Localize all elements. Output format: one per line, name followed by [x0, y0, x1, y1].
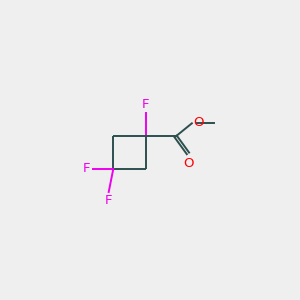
Text: F: F [83, 162, 90, 175]
Text: F: F [105, 194, 112, 207]
Text: O: O [183, 157, 194, 170]
Text: O: O [193, 116, 203, 129]
Text: F: F [142, 98, 149, 111]
